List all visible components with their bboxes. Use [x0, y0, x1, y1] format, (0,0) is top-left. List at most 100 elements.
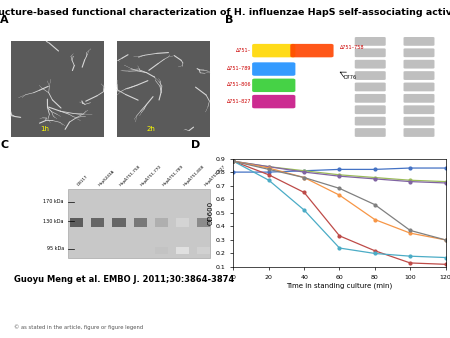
Text: D: D: [191, 140, 200, 150]
Hap∆751-758: [302, 169, 307, 173]
FancyBboxPatch shape: [252, 95, 295, 108]
Hap∆751-770: [443, 181, 448, 185]
Bar: [134, 218, 147, 227]
Text: HapΔ751-770: HapΔ751-770: [140, 164, 163, 187]
FancyBboxPatch shape: [404, 128, 435, 137]
Text: 95 kDa: 95 kDa: [47, 246, 64, 251]
FancyBboxPatch shape: [252, 44, 295, 57]
FancyBboxPatch shape: [404, 60, 435, 69]
FancyBboxPatch shape: [355, 48, 386, 57]
Bar: [176, 218, 189, 227]
FancyBboxPatch shape: [404, 94, 435, 103]
DB117: [443, 166, 448, 170]
Y-axis label: OD600: OD600: [207, 201, 213, 225]
Hap∆751-808: [302, 175, 307, 179]
FancyBboxPatch shape: [252, 62, 295, 76]
Text: Guoyu Meng et al. EMBO J. 2011;30:3864-3874: Guoyu Meng et al. EMBO J. 2011;30:3864-3…: [14, 275, 234, 285]
Line: Hap∆751-758: Hap∆751-758: [232, 160, 447, 183]
Bar: [91, 218, 104, 227]
Line: Hap∆751-808: Hap∆751-808: [232, 160, 447, 241]
Hap∆751-808: [443, 238, 448, 242]
Hap∆751-758: [372, 175, 378, 179]
HapS243A: [337, 234, 342, 238]
Hap∆751-789: [372, 251, 378, 256]
DB117: [372, 167, 378, 171]
HapS243A: [372, 249, 378, 253]
Bar: [176, 247, 189, 254]
Hap∆751-789: [337, 246, 342, 250]
Hap∆751-789: [231, 159, 236, 163]
FancyBboxPatch shape: [404, 82, 435, 91]
Bar: [68, 189, 210, 258]
Hap∆751-808: [407, 231, 413, 235]
HapS243A: [266, 173, 271, 177]
Hap∆751-827: [443, 238, 448, 242]
Hap∆751-770: [266, 165, 271, 169]
Text: 1h: 1h: [40, 126, 50, 132]
Text: B: B: [225, 15, 234, 25]
Bar: [11, 41, 104, 137]
Bar: [197, 247, 211, 254]
Hap∆751-789: [266, 178, 271, 182]
Hap∆751-808: [337, 193, 342, 197]
Hap∆751-770: [337, 174, 342, 178]
Text: ∆751–758: ∆751–758: [339, 45, 364, 50]
Hap∆751-770: [372, 177, 378, 181]
FancyBboxPatch shape: [290, 44, 333, 57]
Line: Hap∆751-770: Hap∆751-770: [232, 160, 447, 184]
Hap∆751-827: [302, 175, 307, 179]
Text: ∆751–: ∆751–: [235, 48, 251, 53]
Hap∆751-758: [407, 178, 413, 182]
Bar: [117, 41, 210, 137]
Hap∆751-827: [337, 186, 342, 190]
Hap∆751-827: [266, 167, 271, 171]
X-axis label: Time in standing culture (min): Time in standing culture (min): [286, 283, 392, 289]
Hap∆751-827: [372, 202, 378, 207]
FancyBboxPatch shape: [355, 71, 386, 80]
FancyBboxPatch shape: [404, 71, 435, 80]
FancyBboxPatch shape: [355, 94, 386, 103]
DB117: [337, 167, 342, 171]
Hap∆751-789: [443, 256, 448, 260]
Text: DB117: DB117: [76, 174, 89, 187]
Hap∆751-770: [231, 159, 236, 163]
Line: HapS243A: HapS243A: [232, 160, 447, 266]
Line: Hap∆751-827: Hap∆751-827: [232, 160, 447, 241]
Text: © as stated in the article, figure or figure legend: © as stated in the article, figure or fi…: [14, 324, 143, 330]
FancyBboxPatch shape: [355, 128, 386, 137]
Hap∆751-770: [407, 179, 413, 184]
Hap∆751-789: [407, 254, 413, 258]
Hap∆751-770: [302, 170, 307, 174]
HapS243A: [302, 190, 307, 194]
FancyBboxPatch shape: [355, 37, 386, 46]
Hap∆751-808: [372, 218, 378, 222]
Line: DB117: DB117: [232, 167, 447, 173]
DB117: [231, 170, 236, 174]
Line: Hap∆751-789: Hap∆751-789: [232, 160, 447, 259]
FancyBboxPatch shape: [355, 82, 386, 91]
Hap∆751-758: [337, 173, 342, 177]
FancyBboxPatch shape: [404, 48, 435, 57]
Hap∆751-758: [231, 159, 236, 163]
Text: C: C: [0, 140, 9, 150]
Text: A: A: [0, 15, 9, 25]
FancyBboxPatch shape: [404, 37, 435, 46]
Bar: [155, 218, 168, 227]
Text: ∆751–806: ∆751–806: [226, 82, 251, 87]
Text: THE: THE: [380, 294, 392, 299]
Bar: [197, 218, 211, 227]
Text: EMBO: EMBO: [364, 304, 408, 316]
DB117: [302, 169, 307, 173]
HapS243A: [407, 261, 413, 265]
Text: 2h: 2h: [147, 126, 155, 132]
Bar: [155, 247, 168, 254]
Text: D776: D776: [344, 75, 357, 80]
Hap∆751-789: [302, 208, 307, 212]
FancyBboxPatch shape: [404, 105, 435, 114]
Hap∆751-808: [231, 159, 236, 163]
Text: HapΔ751-827: HapΔ751-827: [204, 164, 226, 187]
FancyBboxPatch shape: [355, 60, 386, 69]
FancyBboxPatch shape: [355, 117, 386, 125]
Bar: [70, 218, 83, 227]
Text: Structure-based functional characterization of H. influenzae HapS self-associati: Structure-based functional characterizat…: [0, 8, 450, 18]
